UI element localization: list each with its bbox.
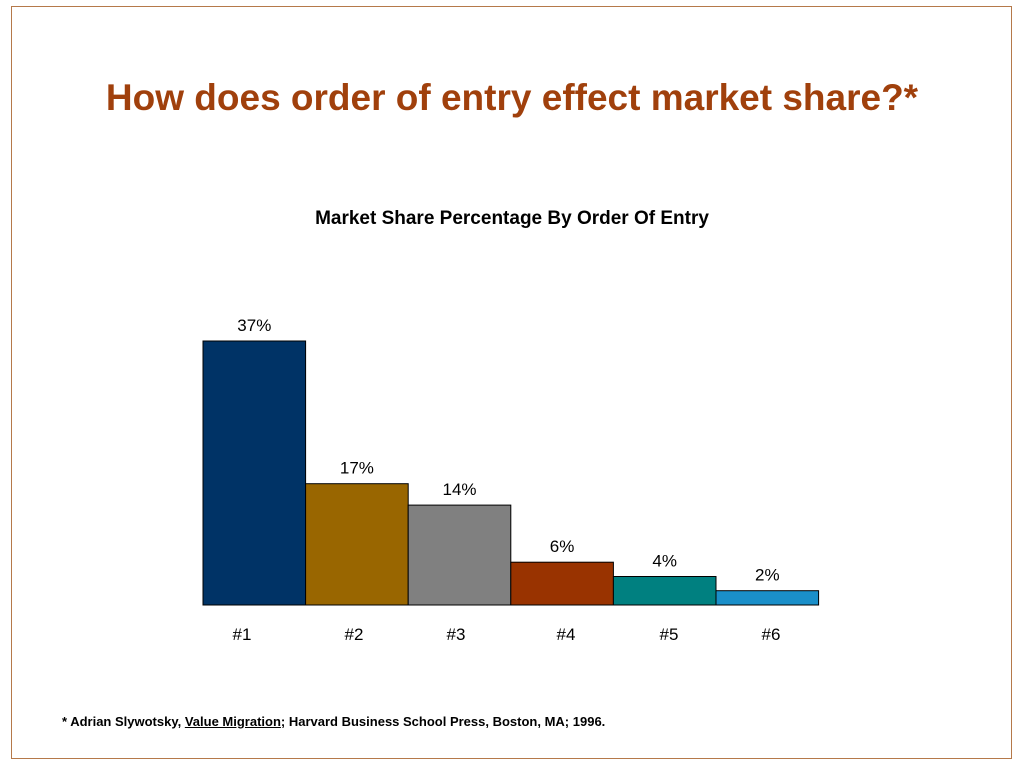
bar-6 [715,590,820,606]
data-label-2: 17% [340,459,374,478]
x-tick-label-2: #2 [345,625,364,644]
data-label-5: 4% [652,552,677,571]
bar-group [202,340,820,606]
value-label-group: 37% 17% 14% 6% 4% 2% [237,316,779,585]
data-label-1: 37% [237,316,271,335]
bar-2 [305,483,409,606]
bar-5 [612,576,717,606]
x-tick-label-3: #3 [447,625,466,644]
footnote-publisher: ; Harvard Business School Press, Boston,… [280,714,606,729]
footnote-book-title: Value Migration [184,714,281,729]
x-tick-label-1: #1 [233,625,252,644]
footnote: * Adrian Slywotsky, Value Migration; Har… [62,714,605,729]
x-tick-label-6: #6 [762,625,781,644]
chart-title: Market Share Percentage By Order Of Entr… [315,208,709,229]
data-label-6: 2% [755,566,780,585]
bar-1 [202,340,307,606]
slide-frame [11,6,1012,759]
data-label-3: 14% [442,480,476,499]
x-tick-label-5: #5 [660,625,679,644]
data-label-4: 6% [550,537,575,556]
bar-4 [510,561,614,606]
x-tick-label-group: #1 #2 #3 #4 #5 #6 [233,625,781,644]
footnote-author: * Adrian Slywotsky, [62,714,185,729]
x-tick-label-4: #4 [557,625,576,644]
slide-title: How does order of entry effect market sh… [105,77,919,118]
bar-3 [407,504,512,606]
